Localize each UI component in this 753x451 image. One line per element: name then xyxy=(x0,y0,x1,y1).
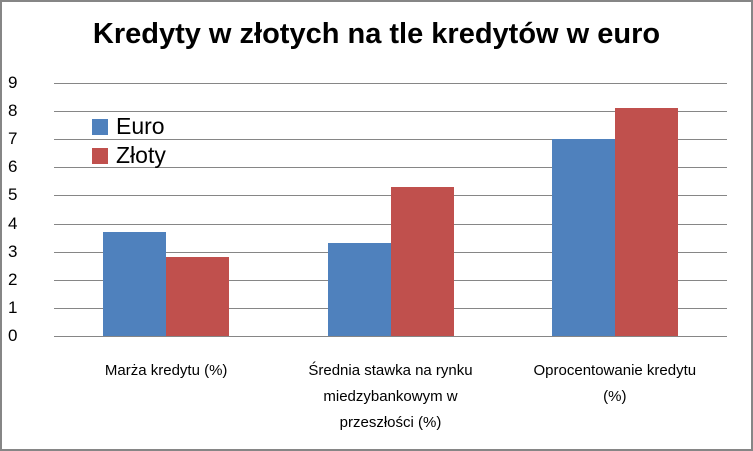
legend-label: Euro xyxy=(116,113,165,139)
legend-swatch-icon xyxy=(92,118,108,135)
bar-euro-2 xyxy=(327,243,391,336)
chart-title: Kredyty w złotych na tle kredytów w euro xyxy=(92,18,661,50)
gridline xyxy=(54,167,727,169)
y-tick-label: 3 xyxy=(8,241,18,261)
y-tick-label: 9 xyxy=(8,73,18,92)
gridline xyxy=(54,139,727,141)
bar-euro-3 xyxy=(551,139,615,336)
gridline xyxy=(54,336,727,337)
y-tick-label: 0 xyxy=(8,326,18,345)
y-tick-label: 7 xyxy=(8,129,18,149)
x-tick-label: Oprocentowanie kredytu (%) xyxy=(533,362,697,405)
legend-swatch-icon xyxy=(92,147,108,164)
y-tick-label: 6 xyxy=(8,157,18,177)
gridline xyxy=(54,83,727,84)
legend-label: Złoty xyxy=(116,142,166,168)
bar-zoty-2 xyxy=(390,187,454,336)
bar-euro-1 xyxy=(103,232,167,336)
plot-area xyxy=(54,83,727,337)
legend-item: Złoty xyxy=(92,141,166,170)
bar-zoty-1 xyxy=(166,257,230,336)
y-tick-label: 8 xyxy=(8,101,18,121)
legend: Euro Złoty xyxy=(92,112,166,170)
y-tick-label: 1 xyxy=(8,297,18,317)
legend-item: Euro xyxy=(92,112,166,141)
gridline xyxy=(54,111,727,113)
x-tick-label: Marża kredytu (%) xyxy=(104,362,228,379)
y-tick-label: 2 xyxy=(8,269,18,289)
y-tick-label: 5 xyxy=(8,185,18,205)
y-tick-label: 4 xyxy=(8,213,18,233)
bar-zoty-3 xyxy=(614,108,678,336)
